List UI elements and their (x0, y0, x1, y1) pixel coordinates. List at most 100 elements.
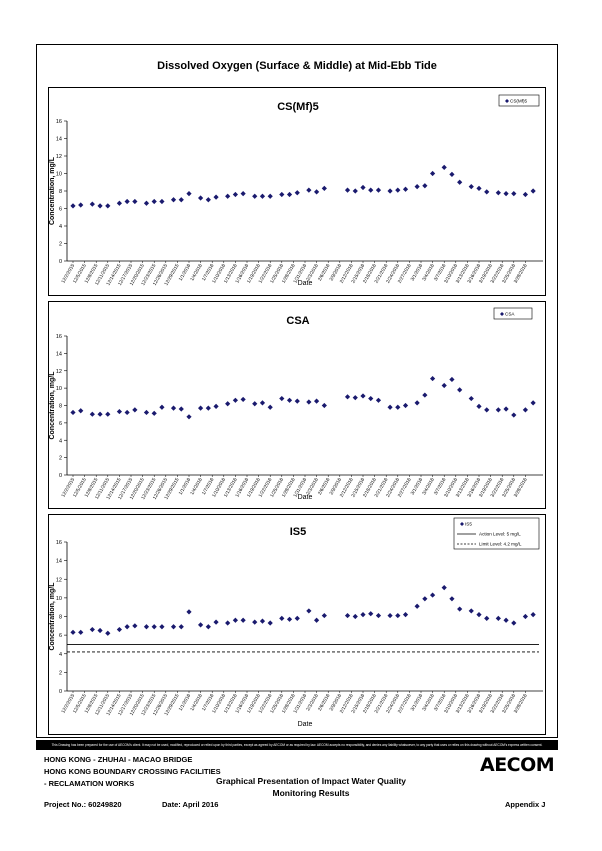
data-point (240, 396, 246, 403)
data-point (132, 623, 138, 629)
data-point (294, 398, 300, 404)
data-point (441, 164, 447, 170)
data-point (198, 195, 204, 201)
data-point (205, 624, 211, 630)
data-point (395, 187, 401, 193)
data-point (232, 191, 238, 198)
data-point (78, 408, 84, 414)
data-point (503, 617, 509, 623)
y-tick-label: 16 (56, 540, 62, 546)
data-point (476, 403, 482, 409)
data-point (484, 189, 490, 195)
y-tick-label: 10 (56, 386, 62, 392)
page-title: Dissolved Oxygen (Surface & Middle) at M… (157, 60, 437, 72)
data-point (522, 191, 528, 198)
y-tick-label: 0 (59, 689, 62, 695)
data-point (468, 395, 474, 402)
data-point (530, 400, 536, 406)
data-point (252, 193, 258, 199)
data-point (170, 624, 177, 630)
data-point (170, 405, 177, 411)
data-point (422, 596, 428, 602)
aecom-logo: AECOM (480, 754, 555, 776)
data-point (198, 405, 204, 411)
data-point (116, 200, 122, 206)
data-point (530, 188, 536, 194)
data-point (402, 402, 409, 409)
y-tick-label: 4 (59, 224, 62, 230)
data-point (97, 411, 103, 417)
data-point (178, 406, 184, 412)
y-tick-label: 14 (56, 559, 62, 565)
data-point (503, 191, 509, 197)
y-tick-label: 6 (59, 421, 62, 427)
data-point (170, 197, 177, 203)
data-point (511, 412, 517, 418)
data-point (132, 407, 138, 413)
data-point (414, 400, 420, 406)
data-point (414, 603, 420, 609)
y-tick-label: 2 (59, 670, 62, 676)
y-tick-label: 6 (59, 633, 62, 639)
data-point (105, 411, 111, 417)
data-point (116, 626, 122, 633)
data-point (352, 395, 358, 401)
legend-marker (505, 99, 509, 103)
project-number: Project No.: 60249820 (44, 800, 122, 809)
data-point (225, 193, 231, 199)
data-point (314, 398, 320, 404)
data-point (232, 397, 238, 403)
data-point (70, 203, 76, 209)
project-name-line3: - RECLAMATION WORKS (44, 779, 135, 788)
x-axis-label: Date (298, 494, 313, 501)
data-point (495, 615, 501, 621)
data-point (70, 629, 76, 635)
data-point (132, 198, 138, 205)
project-name-line2: HONG KONG BOUNDARY CROSSING FACILITIES (44, 767, 221, 776)
data-point (395, 612, 401, 619)
data-point (449, 596, 455, 602)
chart-panel-csa: CSA 0 2 4 6 8 10 12 14 16 Concentration, mg/L 12/2/… (48, 301, 546, 509)
data-point (457, 387, 463, 393)
data-point (422, 392, 428, 398)
y-axis-label: Concentration, mg/L (49, 582, 56, 651)
data-point (294, 190, 300, 196)
data-point (430, 592, 436, 598)
data-point (476, 185, 482, 191)
data-point (360, 184, 366, 191)
data-point (402, 186, 409, 192)
data-point (151, 410, 157, 416)
data-point (314, 617, 320, 623)
data-point (259, 400, 266, 406)
data-point (484, 407, 490, 413)
data-point (143, 409, 150, 416)
data-point (186, 414, 192, 420)
data-point (468, 184, 474, 190)
data-point (352, 188, 358, 194)
data-point (124, 624, 130, 630)
data-point (495, 407, 501, 413)
data-point (225, 620, 231, 626)
legend-marker (460, 522, 464, 526)
chart-title: CSA (286, 315, 309, 327)
data-point (306, 608, 312, 614)
data-point (232, 617, 238, 623)
data-point (441, 382, 447, 389)
data-point (457, 179, 463, 185)
data-point (252, 401, 258, 407)
y-axis-label: Concentration, mg/L (49, 371, 56, 440)
legend-label: CS(Mf)5 (510, 99, 528, 104)
y-tick-label: 6 (59, 207, 62, 213)
data-point (186, 191, 192, 197)
data-point (368, 187, 374, 193)
data-point (105, 630, 111, 636)
legend-marker (500, 312, 504, 316)
data-point (375, 612, 382, 619)
data-point (402, 612, 409, 618)
data-point (344, 394, 351, 400)
report-title-line2: Monitoring Results (272, 788, 350, 798)
data-point (267, 620, 273, 626)
data-point (441, 585, 447, 591)
